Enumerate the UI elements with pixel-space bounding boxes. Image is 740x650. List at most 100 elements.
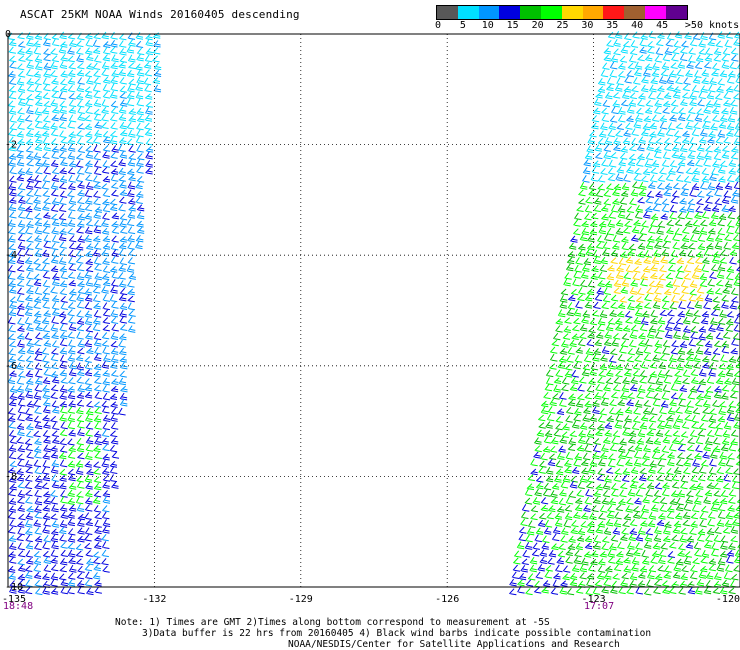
wind-barb — [579, 564, 587, 573]
wind-barb — [613, 287, 621, 294]
wind-barb — [573, 407, 582, 416]
wind-barb — [50, 513, 58, 520]
wind-barb — [16, 77, 25, 86]
wind-barb — [101, 183, 109, 190]
wind-barb — [641, 76, 649, 84]
wind-barb — [696, 578, 704, 587]
wind-barb — [17, 542, 25, 551]
wind-barb — [93, 113, 102, 122]
wind-barb — [538, 512, 547, 520]
wind-barb — [685, 542, 693, 549]
wind-barb — [556, 408, 565, 415]
wind-barb — [84, 452, 93, 460]
wind-barb — [549, 353, 558, 362]
wind-barb — [144, 129, 153, 137]
wind-barb — [719, 497, 728, 505]
wind-barb — [77, 428, 85, 437]
wind-barb — [41, 181, 50, 190]
wind-barb — [690, 368, 698, 377]
wind-barb — [59, 167, 67, 175]
wind-barb — [631, 422, 640, 431]
wind-barb — [521, 558, 529, 565]
wind-barb — [59, 557, 68, 566]
wind-barb — [84, 47, 93, 55]
wind-barb — [729, 106, 738, 115]
wind-barb — [592, 586, 601, 595]
wind-barb — [705, 332, 714, 340]
x-tick-label: -129 — [289, 594, 313, 605]
wind-barb — [648, 466, 656, 474]
wind-barb — [76, 362, 84, 371]
wind-barb — [589, 459, 598, 467]
wind-barb — [601, 542, 609, 551]
wind-barb — [120, 385, 128, 393]
wind-barb — [619, 482, 628, 490]
wind-barb — [17, 98, 26, 107]
wind-barb — [538, 422, 546, 429]
wind-barb — [67, 190, 75, 198]
wind-barb — [591, 353, 600, 362]
wind-barb — [564, 459, 572, 468]
wind-barb — [101, 113, 109, 122]
wind-barb — [51, 422, 60, 430]
wind-barb — [661, 159, 670, 168]
wind-barb — [686, 348, 694, 356]
wind-barb — [51, 249, 59, 258]
wind-barb — [8, 362, 17, 369]
wind-barb — [43, 564, 51, 573]
wind-barb — [634, 114, 643, 122]
wind-barb — [717, 129, 725, 138]
wind-barb — [110, 401, 118, 408]
wind-barb — [527, 573, 536, 581]
wind-barb — [50, 61, 58, 70]
wind-barb — [599, 310, 608, 318]
wind-barb — [705, 386, 714, 393]
wind-barb — [703, 152, 712, 160]
wind-barb — [655, 47, 664, 56]
wind-barb — [705, 145, 713, 153]
wind-barb — [101, 340, 110, 347]
wind-barb — [727, 504, 735, 512]
wind-barb — [725, 369, 734, 377]
wind-barb — [654, 331, 663, 340]
wind-barb — [34, 353, 42, 362]
wind-barb — [67, 497, 75, 505]
wind-barb — [33, 415, 42, 423]
wind-barb — [699, 227, 708, 235]
wind-barb — [127, 302, 136, 311]
wind-barb — [102, 405, 110, 414]
wind-barb — [639, 376, 647, 384]
wind-barb — [664, 47, 672, 56]
wind-barb — [601, 107, 609, 115]
wind-barb — [614, 317, 623, 325]
wind-barb — [76, 519, 85, 527]
wind-barb — [24, 316, 33, 325]
wind-barb — [43, 339, 51, 347]
wind-barb — [680, 474, 689, 483]
wind-barb — [68, 99, 77, 108]
wind-barb — [25, 32, 34, 40]
wind-barb — [68, 114, 77, 123]
wind-barb — [143, 77, 152, 86]
wind-barb — [664, 369, 673, 377]
wind-barb — [728, 496, 736, 504]
wind-barb — [118, 68, 126, 77]
wind-barb — [708, 219, 717, 227]
wind-barb — [643, 115, 651, 123]
wind-barb — [559, 301, 567, 309]
wind-barb — [42, 452, 50, 460]
wind-barb — [654, 340, 662, 348]
wind-barb — [623, 174, 631, 182]
wind-barb — [77, 213, 85, 221]
wind-barb — [93, 338, 102, 347]
wind-barb — [640, 360, 649, 369]
wind-barb — [732, 189, 740, 197]
wind-barb — [583, 504, 591, 512]
wind-barb — [110, 256, 119, 264]
wind-barb — [613, 279, 622, 288]
wind-barb — [705, 580, 714, 588]
wind-barb — [102, 519, 111, 527]
wind-barb — [33, 181, 42, 189]
wind-barb — [617, 114, 626, 123]
wind-barb — [666, 458, 675, 467]
